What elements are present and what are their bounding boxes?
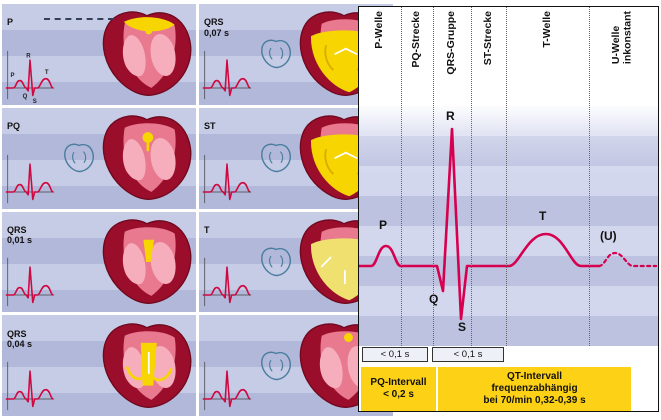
ecg-trace-icon	[202, 258, 252, 307]
interval-row: PQ-Intervall < 0,2 s QT-Intervall freque…	[359, 365, 658, 411]
column-separator	[471, 7, 472, 346]
u-wave-label: (U)	[600, 229, 617, 243]
phase-grid: P R T P Q S	[2, 4, 393, 416]
segment-header-cell: ST-Strecke	[471, 7, 506, 106]
ecg-chart-panel: P-Welle PQ-Strecke QRS-Gruppe ST-Strecke…	[358, 6, 659, 412]
svg-text:P: P	[11, 73, 15, 79]
outline-heart-icon	[261, 247, 291, 277]
segment-header-cell: QRS-Gruppe	[433, 7, 471, 106]
phase-label: T	[204, 224, 210, 235]
segment-header-label: QRS-Gruppe	[445, 11, 458, 75]
phase-panel: PQ	[2, 107, 196, 209]
phase-panel: QRS 0,04 s	[2, 315, 196, 416]
svg-text:S: S	[33, 99, 37, 105]
phase-label	[199, 315, 257, 349]
column-separator	[433, 7, 434, 346]
phase-label: QRS 0,04 s	[7, 328, 33, 349]
q-wave-label: Q	[429, 292, 439, 306]
outline-heart-icon	[261, 351, 291, 380]
qrs-duration: < 0,1 s	[432, 347, 504, 362]
phase-panel: QRS 0,01 s	[2, 211, 196, 313]
heart-illustration	[102, 11, 192, 97]
column-separator	[401, 7, 402, 346]
segment-header-label: P-Welle	[373, 11, 386, 49]
phase-label: P	[7, 17, 14, 28]
phase-label: QRS 0,01 s	[7, 224, 33, 246]
septum-start-excitation	[143, 239, 155, 262]
phase-label: PQ	[7, 121, 21, 132]
svg-text:Q: Q	[23, 94, 28, 100]
segment-header-cell: T-Welle	[506, 7, 589, 106]
qt-interval-value: bei 70/min 0,32-0,39 s	[483, 395, 586, 406]
ecg-trace-icon	[202, 50, 252, 99]
segment-header-cell: U-Welle inkonstant	[589, 7, 657, 106]
svg-text:T: T	[45, 70, 49, 76]
qt-interval-title: QT-Intervall	[506, 371, 562, 382]
septum-spread-excitation	[126, 342, 173, 386]
pq-interval-value: < 0,2 s	[383, 389, 414, 400]
segment-header-label: U-Welle inkonstant	[610, 11, 634, 65]
outline-heart-icon	[64, 143, 94, 173]
s-wave-label: S	[458, 320, 467, 334]
r-wave-label: R	[446, 109, 455, 123]
t-wave-label: T	[539, 209, 547, 223]
outline-heart-icon	[261, 39, 291, 69]
qt-interval-box: QT-Intervall frequenzabhängig bei 70/min…	[438, 367, 631, 411]
ecg-trace-icon	[202, 154, 252, 203]
ecg-trace-icon: R T P Q S	[5, 50, 55, 105]
heart-illustration	[102, 115, 192, 201]
sa-node-rest	[344, 332, 353, 342]
column-separator	[589, 7, 590, 346]
heart-illustration	[102, 323, 192, 408]
phase-label: ST	[204, 121, 216, 132]
ecg-waveform-area: P R Q S T (U)	[359, 106, 658, 346]
ecg-trace-icon	[5, 361, 55, 411]
column-separator	[506, 7, 507, 346]
phase-panel: P R T P Q S	[2, 4, 196, 105]
pq-interval-box: PQ-Intervall < 0,2 s	[361, 367, 436, 411]
dashed-connector	[44, 18, 114, 20]
svg-text:R: R	[26, 53, 31, 59]
ecg-trace-icon	[202, 361, 252, 411]
segment-header-cell: PQ-Strecke	[401, 7, 433, 106]
p-wave-duration: < 0,1 s	[362, 347, 428, 362]
qt-interval-note: frequenzabhängig	[491, 383, 578, 394]
ecg-trace-icon	[5, 258, 55, 307]
duration-row: < 0,1 s < 0,1 s	[359, 346, 658, 365]
segment-header-label: ST-Strecke	[481, 11, 494, 66]
outline-heart-icon	[261, 143, 291, 173]
av-node-excitation	[142, 132, 154, 152]
heart-illustration	[102, 219, 192, 304]
ecg-waveform	[359, 127, 657, 321]
p-wave-label: P	[379, 218, 388, 232]
phase-label: QRS 0,07 s	[204, 17, 230, 38]
segment-header-cell: P-Welle	[359, 7, 401, 106]
atria-excitation	[123, 17, 175, 35]
pq-interval-title: PQ-Intervall	[370, 377, 427, 388]
ecg-trace-icon	[5, 154, 55, 203]
segment-header: P-Welle PQ-Strecke QRS-Gruppe ST-Strecke…	[359, 7, 658, 107]
segment-header-label: T-Welle	[540, 11, 553, 48]
segment-header-label: PQ-Strecke	[410, 11, 423, 68]
